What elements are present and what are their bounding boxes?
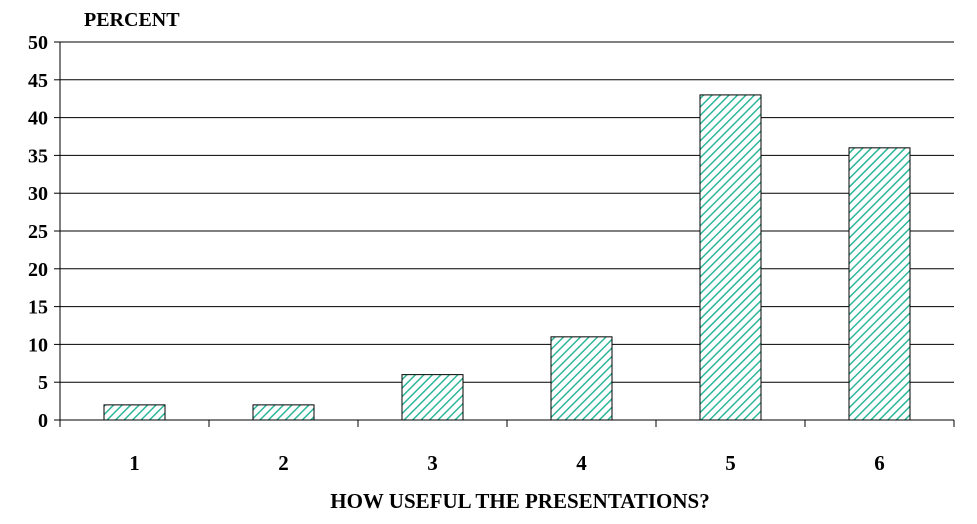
- y-tick-label: 5: [38, 372, 48, 394]
- y-tick-label: 35: [28, 145, 48, 167]
- bar: [848, 147, 911, 421]
- bar: [699, 94, 762, 421]
- bar: [401, 374, 464, 421]
- bar: [550, 336, 613, 421]
- y-tick-label: 45: [28, 70, 48, 92]
- y-axis-label: PERCENT: [84, 9, 180, 31]
- y-tick-label: 15: [28, 297, 48, 319]
- x-axis-label: HOW USEFUL THE PRESENTATIONS?: [330, 489, 709, 513]
- gridlines: [60, 41, 954, 383]
- y-tick-label: 25: [28, 221, 48, 243]
- y-tick-label: 0: [38, 410, 48, 432]
- x-tick-label: 6: [874, 451, 885, 475]
- bar: [103, 404, 166, 421]
- y-tick-label: 20: [28, 259, 48, 281]
- x-tick-label: 4: [576, 451, 587, 475]
- bar: [252, 404, 315, 421]
- axes: [54, 41, 955, 427]
- x-tick-label: 5: [725, 451, 736, 475]
- y-tick-label: 10: [28, 334, 48, 356]
- x-tick-label: 3: [427, 451, 438, 475]
- y-tick-label: 30: [28, 183, 48, 205]
- x-tick-label: 2: [278, 451, 289, 475]
- y-tick-label: 50: [28, 32, 48, 54]
- bars: [103, 94, 911, 421]
- x-tick-label: 1: [129, 451, 140, 475]
- y-tick-label: 40: [28, 108, 48, 130]
